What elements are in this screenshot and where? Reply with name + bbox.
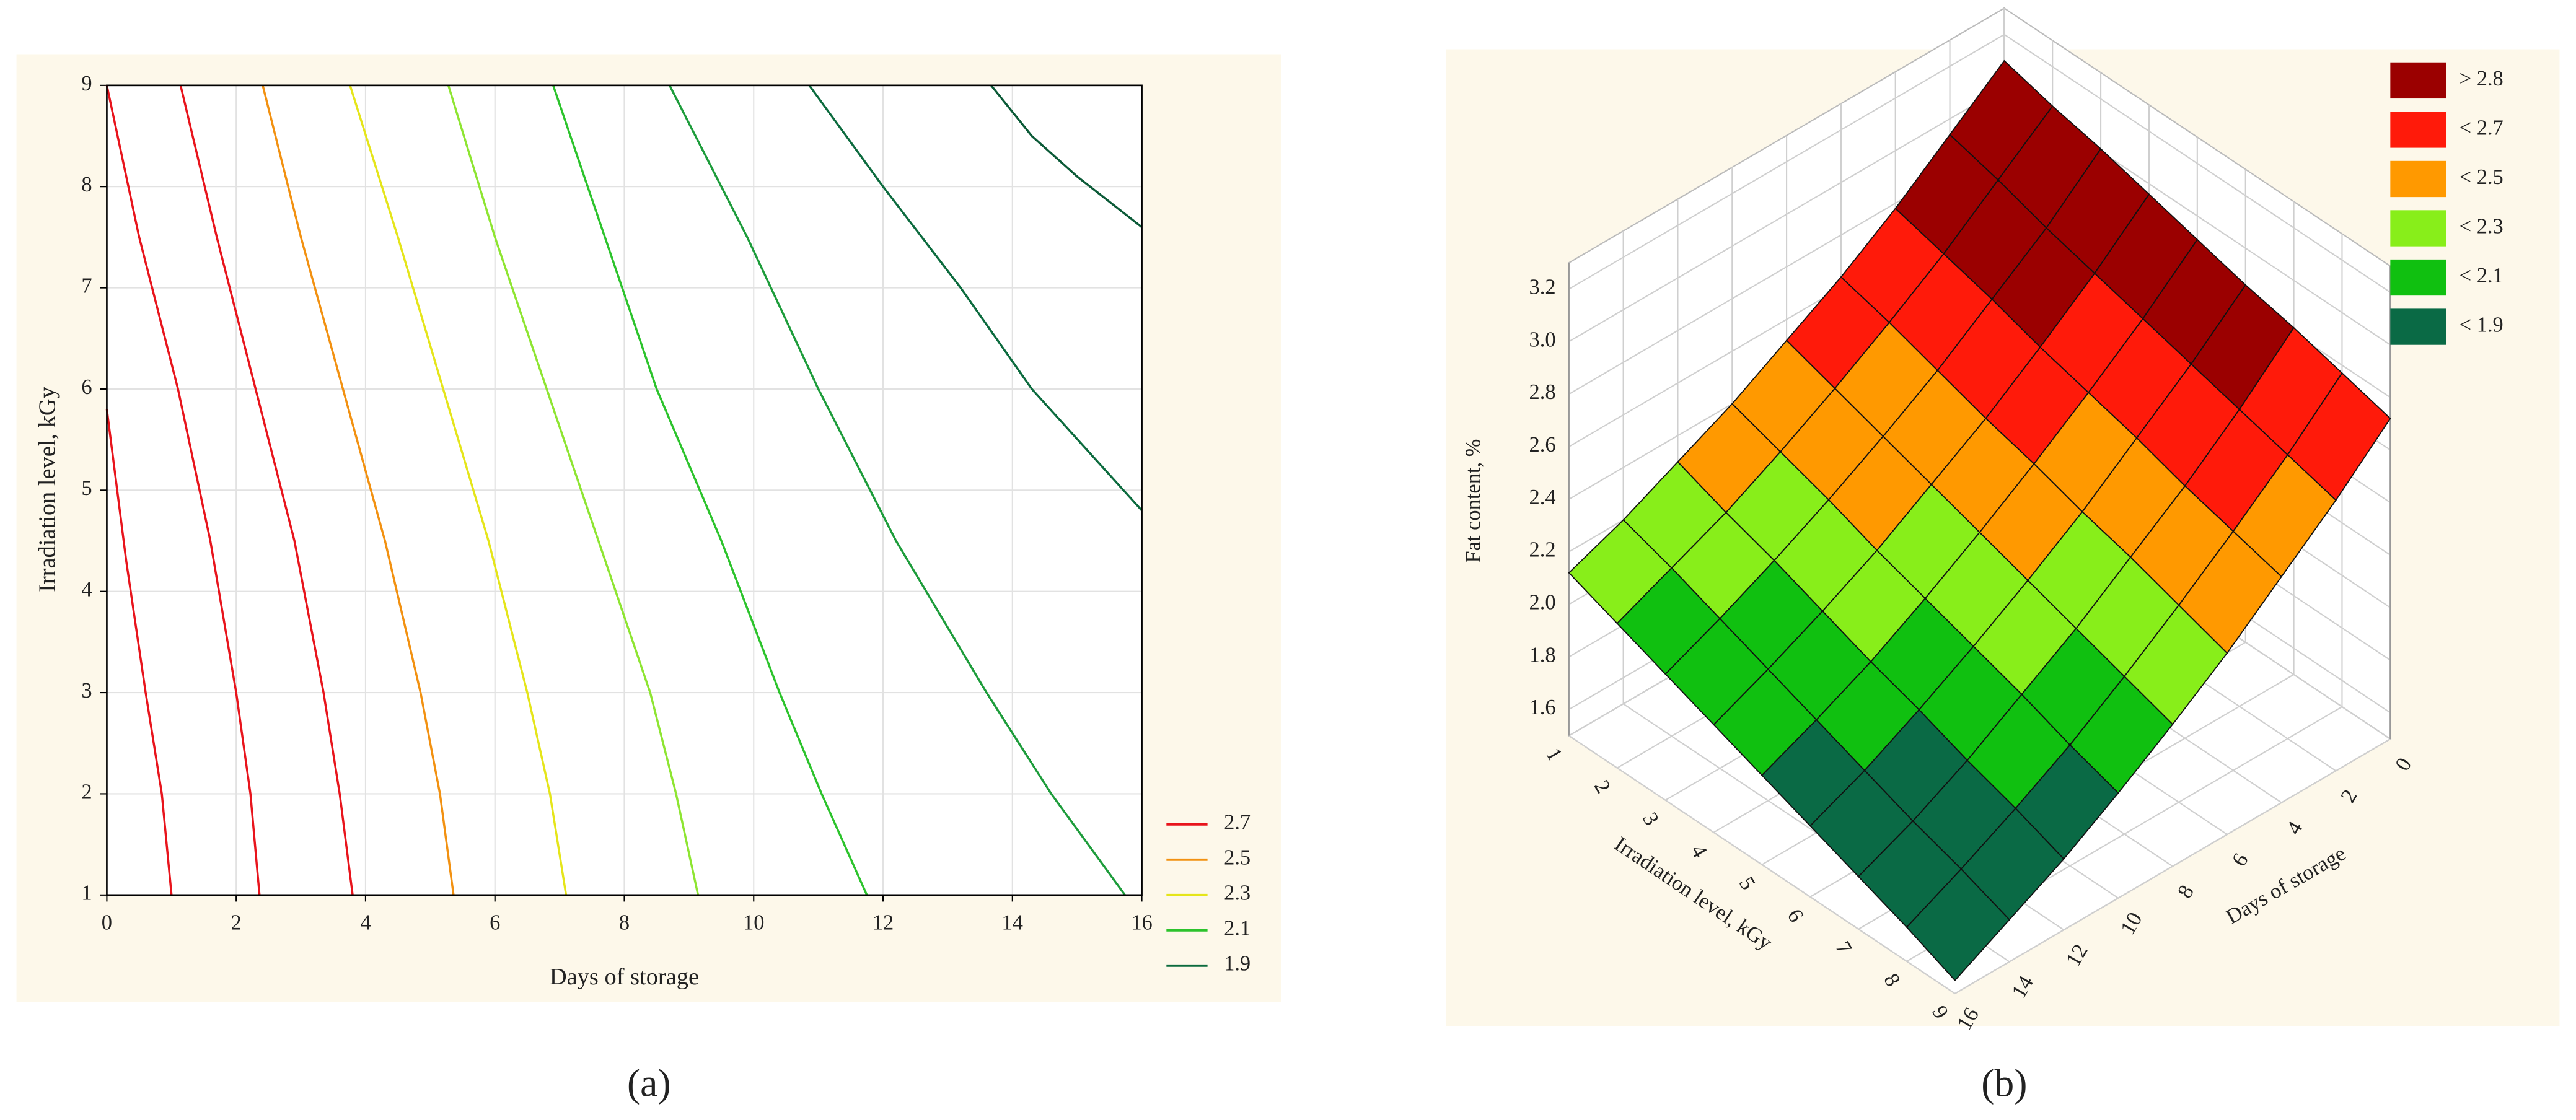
grid-line <box>1568 33 2005 290</box>
panel-label: (b) <box>1981 1061 2027 1105</box>
z-tick-label: 1.8 <box>1529 643 1556 667</box>
grid-line <box>1954 738 2391 994</box>
y-tick-label: 6 <box>81 375 92 399</box>
z-axis-title: Fat content, % <box>1462 439 1485 563</box>
y-tick-label: 2 <box>81 780 92 803</box>
x-tick-label: 10 <box>743 911 764 934</box>
x-tick-label: 14 <box>1002 911 1023 934</box>
panel-label: (a) <box>627 1061 671 1105</box>
z-tick-label: 2.8 <box>1529 380 1556 404</box>
legend-label: 2.1 <box>1224 917 1251 940</box>
legend-label: > 2.8 <box>2460 67 2503 90</box>
z-tick-label: 2.2 <box>1529 538 1556 562</box>
contour-line <box>447 85 700 896</box>
x-tick-label: 6 <box>490 911 500 934</box>
y-tick-label: 7 <box>81 274 92 297</box>
x-axis-title: Days of storage <box>550 964 699 990</box>
x-tick-label: 2 <box>231 911 242 934</box>
y-tick-label: 4 <box>81 578 92 602</box>
legend-swatch <box>2390 259 2446 296</box>
z-tick-label: 2.4 <box>1529 486 1556 509</box>
z-tick-label: 1.6 <box>1529 696 1556 719</box>
legend-label: 2.7 <box>1224 811 1251 834</box>
contour-line <box>262 85 455 896</box>
y-tick-label: 1 <box>81 882 92 905</box>
x-tick-label: 8 <box>619 911 630 934</box>
grid-line <box>1568 86 2005 343</box>
x-tick-label: 16 <box>1131 911 1152 934</box>
contour-line <box>179 85 354 896</box>
contour-line <box>669 85 1126 896</box>
legend-label: < 2.3 <box>2460 214 2503 238</box>
legend-label: 1.9 <box>1224 952 1251 976</box>
y-tick-label: 9 <box>81 72 92 95</box>
x-tick-label: 0 <box>102 911 112 934</box>
z-tick-label: 3.2 <box>1529 275 1556 299</box>
contour-line <box>105 409 173 895</box>
z-tick-label: 2.0 <box>1529 590 1556 614</box>
legend-swatch <box>2390 308 2446 345</box>
y-axis-title: Irradiation level, kGy <box>34 386 60 592</box>
legend-swatch <box>2390 112 2446 148</box>
z-tick-label: 2.6 <box>1529 433 1556 457</box>
legend-label: 2.5 <box>1224 846 1251 870</box>
legend-label: < 1.9 <box>2460 313 2503 336</box>
y-tick-label: 3 <box>81 679 92 702</box>
contour-line <box>990 84 1143 228</box>
legend-swatch <box>2390 62 2446 99</box>
x-tick-label: 12 <box>873 911 894 934</box>
contour-line <box>552 85 868 896</box>
panel-b: 02468101214161234567891.61.82.02.22.42.6… <box>1529 7 2503 1034</box>
legend-swatch <box>2390 210 2446 247</box>
contour-line <box>349 85 568 896</box>
y-tick-label: 5 <box>81 476 92 500</box>
legend-label: < 2.5 <box>2460 165 2503 189</box>
legend-label: < 2.1 <box>2460 264 2503 287</box>
plot-frame <box>106 84 1143 896</box>
contour-line <box>105 85 261 895</box>
contour-line <box>808 84 1143 512</box>
x-tick-label: 4 <box>360 911 371 934</box>
z-tick-label: 3.0 <box>1529 328 1556 351</box>
y-tick-label: 8 <box>81 173 92 196</box>
grid-line <box>2003 33 2391 293</box>
legend-swatch <box>2390 160 2446 198</box>
surface-cell <box>1906 868 2010 982</box>
legend-label: 2.3 <box>1224 882 1251 905</box>
legend-label: < 2.7 <box>2460 116 2503 139</box>
